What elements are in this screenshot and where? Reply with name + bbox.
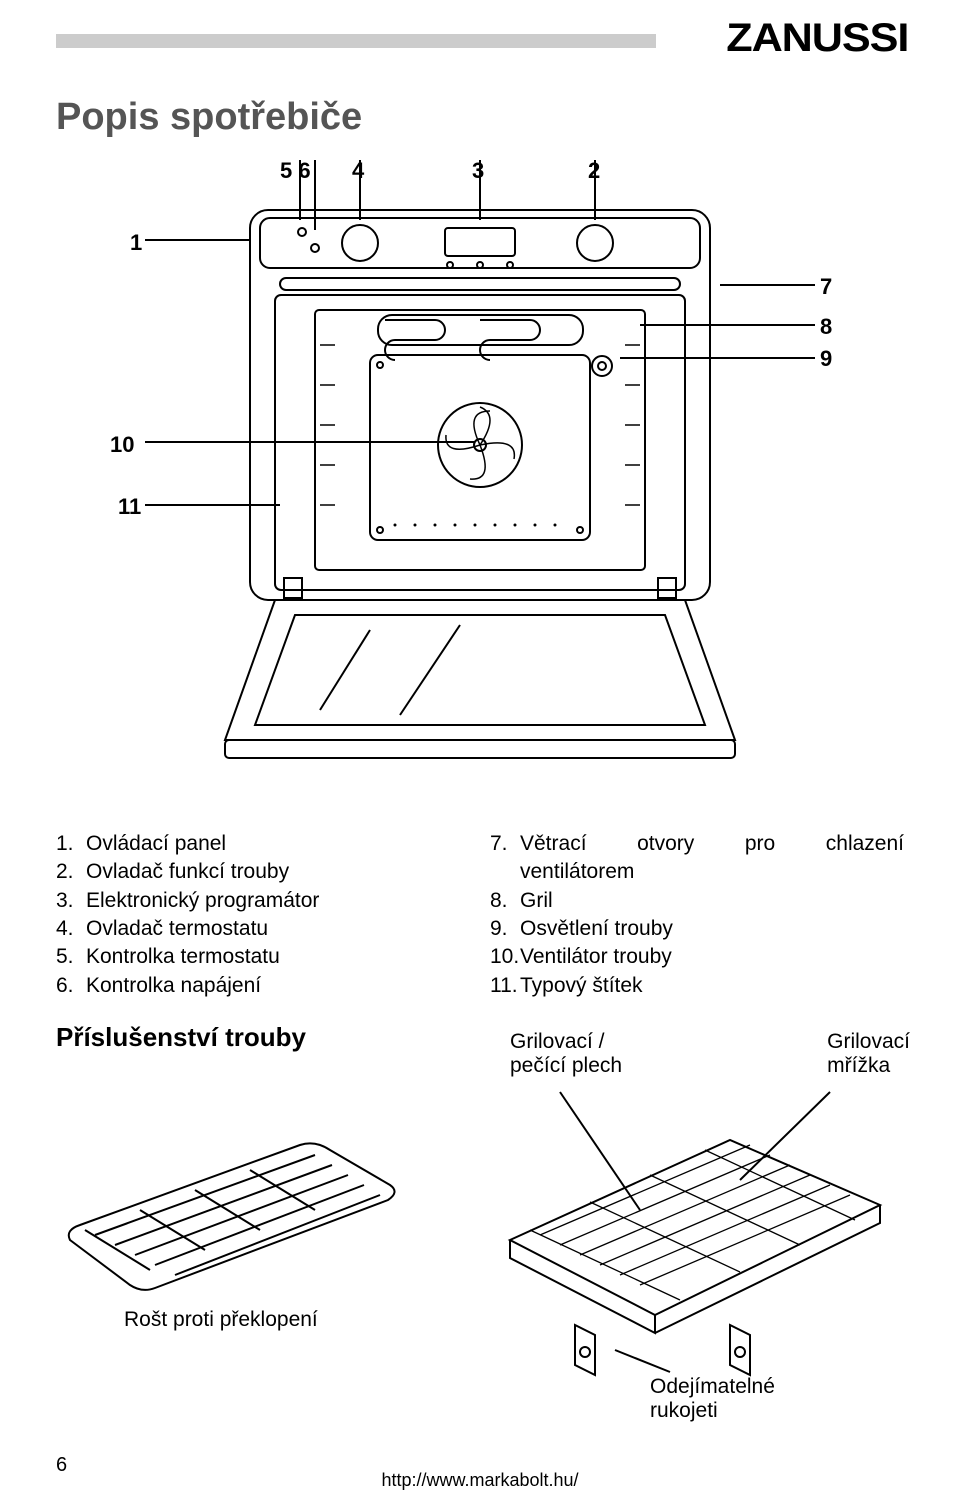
callout-11: 11 [118, 494, 141, 520]
callout-10: 10 [110, 432, 134, 458]
callout-8: 8 [820, 314, 832, 340]
label-anti-tip-rack: Rošt proti překlopení [124, 1308, 318, 1332]
callout-1: 1 [130, 230, 142, 256]
left-list: 1.Ovládací panel 2.Ovladač funkcí trouby… [56, 830, 470, 1000]
li-num: 4. [56, 915, 86, 943]
li-text: Kontrolka termostatu [86, 943, 470, 971]
header-bar [56, 34, 656, 48]
li-text: Gril [520, 887, 904, 915]
li-text: Ovládací panel [86, 830, 470, 858]
li-text: Osvětlení trouby [520, 915, 904, 943]
label-grill-grid: Grilovací mřížka [827, 1030, 910, 1078]
li-text: Ovladač termostatu [86, 915, 470, 943]
oven-diagram [220, 180, 740, 800]
li-num: 5. [56, 943, 86, 971]
li-text: Elektronický programátor [86, 887, 470, 915]
li-num: 7. [490, 830, 520, 858]
li-num: 6. [56, 972, 86, 1000]
li-num: 10. [490, 943, 520, 971]
li-num: 2. [56, 858, 86, 886]
li-num: 9. [490, 915, 520, 943]
grill-pan-diagram [480, 1090, 900, 1390]
w: pro [745, 830, 775, 858]
accessories-heading: Příslušenství trouby [56, 1022, 306, 1053]
right-list: 7. Větrací otvory pro chlazení ventiláto… [490, 830, 904, 1000]
page-title: Popis spotřebiče [56, 96, 362, 139]
li-num: 11. [490, 972, 520, 1000]
w: chlazení [826, 830, 904, 858]
li-text: Typový štítek [520, 972, 904, 1000]
label-grill-tray: Grilovací / pečící plech [510, 1030, 622, 1078]
w: otvory [637, 830, 694, 858]
accessory-top-labels: Grilovací / pečící plech Grilovací mřížk… [510, 1030, 910, 1078]
label-removable-handles: Odejímatelné rukojeti [650, 1375, 775, 1423]
footer-url: http://www.markabolt.hu/ [0, 1470, 960, 1491]
li-num: 8. [490, 887, 520, 915]
w: Větrací [520, 830, 587, 858]
li-num: 1. [56, 830, 86, 858]
li-text: Ovladač funkcí trouby [86, 858, 470, 886]
li-text: Ventilátor trouby [520, 943, 904, 971]
li-text: ventilátorem [520, 858, 904, 886]
parts-lists: 1.Ovládací panel 2.Ovladač funkcí trouby… [56, 830, 904, 1000]
brand-logo: ZANUSSI [727, 16, 909, 61]
li-text: Kontrolka napájení [86, 972, 470, 1000]
callout-9: 9 [820, 346, 832, 372]
callout-7: 7 [820, 274, 832, 300]
wire-rack-diagram [60, 1130, 400, 1300]
li-num: 3. [56, 887, 86, 915]
